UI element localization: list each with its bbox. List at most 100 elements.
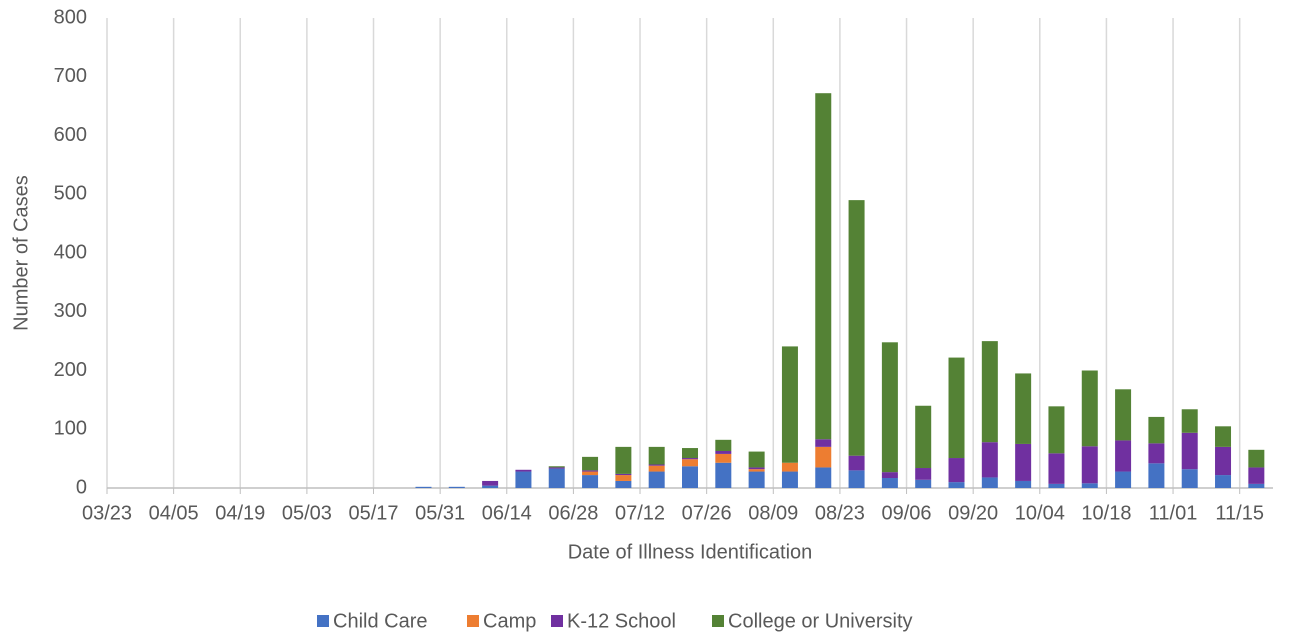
bar-segment — [781, 471, 798, 488]
x-tick-label: 05/03 — [282, 502, 332, 524]
bar-segment — [515, 471, 532, 488]
bar-segment — [981, 341, 998, 443]
bar-segment — [1148, 443, 1165, 464]
x-tick-label: 11/01 — [1149, 502, 1198, 524]
bar-segment — [648, 446, 665, 465]
bar-segment — [1081, 483, 1098, 488]
bar-segment — [415, 486, 432, 488]
bar-segment — [1015, 373, 1032, 444]
bar-segment — [1181, 432, 1198, 470]
bar-segment — [1015, 443, 1032, 481]
bar-segment — [1115, 440, 1132, 472]
bar-segment — [1081, 370, 1098, 447]
y-tick-label: 200 — [54, 359, 87, 381]
bar-segment — [582, 456, 599, 471]
y-tick-label: 400 — [54, 241, 87, 263]
bar-segment — [815, 446, 832, 468]
bar-segment — [715, 453, 732, 463]
bar-segment — [815, 93, 832, 440]
bar-segment — [1181, 469, 1198, 488]
bar-segment — [748, 451, 765, 468]
bar-segment — [748, 467, 765, 470]
legend-swatch — [712, 615, 724, 627]
bar-segment — [548, 468, 565, 488]
bar-segment — [715, 462, 732, 488]
bar-segment — [682, 466, 698, 488]
x-tick-label: 08/09 — [748, 502, 798, 524]
bar-segment — [981, 442, 998, 478]
bar-segment — [815, 439, 832, 447]
bar-segment — [1248, 483, 1265, 488]
bar-segment — [715, 439, 732, 451]
bar-segment — [615, 475, 632, 481]
x-tick-label: 09/06 — [882, 502, 932, 524]
x-tick-label: 05/31 — [415, 502, 465, 524]
bar-segment — [1215, 446, 1232, 476]
y-tick-label: 300 — [54, 300, 87, 322]
bar-segment — [1181, 409, 1198, 433]
bar-segment — [948, 458, 965, 483]
bar-segment — [1215, 426, 1232, 447]
bar-segment — [1248, 449, 1265, 468]
bar-segment — [915, 479, 932, 488]
y-tick-label: 800 — [54, 6, 87, 28]
bar-segment — [848, 470, 865, 488]
bar-segment — [1115, 471, 1132, 488]
x-tick-label: 11/15 — [1215, 502, 1264, 524]
bar-segment — [648, 464, 665, 466]
x-tick-label: 08/23 — [815, 502, 865, 524]
bar-segment — [615, 480, 632, 488]
bar-segment — [848, 200, 865, 456]
bar-segment — [482, 485, 499, 488]
bar-segment — [1148, 463, 1165, 488]
bar-segment — [1048, 453, 1065, 484]
bar-segment — [781, 346, 798, 463]
legend-label: College or University — [728, 610, 913, 632]
bar-segment — [648, 471, 665, 488]
bar-segment — [582, 471, 599, 476]
bar-segment — [1048, 406, 1065, 454]
bar-segment — [648, 465, 665, 472]
bar-segment — [948, 482, 965, 488]
x-tick-label: 10/18 — [1081, 502, 1131, 524]
y-tick-label: 500 — [54, 183, 87, 205]
legend-swatch — [317, 615, 329, 627]
bar-segment — [1015, 480, 1032, 488]
bar-segment — [881, 472, 898, 479]
x-tick-label: 10/04 — [1015, 502, 1065, 524]
bar-segment — [548, 466, 565, 468]
y-axis-title: Number of Cases — [10, 175, 32, 331]
bar-segment — [881, 478, 898, 488]
bar-segment — [748, 471, 765, 488]
y-tick-label: 100 — [54, 418, 87, 440]
bar-segment — [881, 342, 898, 473]
x-tick-label: 07/12 — [615, 502, 665, 524]
legend-swatch — [467, 615, 479, 627]
x-tick-label: 09/20 — [948, 502, 998, 524]
y-tick-label: 600 — [54, 124, 87, 146]
y-tick-label: 700 — [54, 65, 87, 87]
bar-segment — [448, 486, 465, 488]
bar-segment — [482, 480, 499, 486]
legend-label: Child Care — [333, 610, 427, 632]
x-tick-label: 05/17 — [348, 502, 398, 524]
x-axis-title: Date of Illness Identification — [568, 541, 813, 563]
bar-segment — [682, 459, 698, 467]
x-tick-label: 04/05 — [149, 502, 199, 524]
bar-segment — [682, 458, 698, 460]
bar-segment — [915, 468, 932, 480]
bar-segment — [748, 469, 765, 472]
bar-segment — [682, 448, 698, 459]
bar-segment — [1148, 416, 1165, 444]
bar-segment — [515, 469, 532, 472]
bar-segment — [981, 477, 998, 488]
bar-segment — [1048, 483, 1065, 488]
y-tick-label: 0 — [76, 476, 87, 498]
legend-label: Camp — [483, 610, 536, 632]
x-tick-label: 07/26 — [682, 502, 732, 524]
bar-segment — [848, 455, 865, 471]
bar-segment — [1215, 475, 1232, 488]
bar-segment — [1081, 446, 1098, 484]
bar-segment — [948, 357, 965, 459]
x-tick-label: 04/19 — [215, 502, 265, 524]
